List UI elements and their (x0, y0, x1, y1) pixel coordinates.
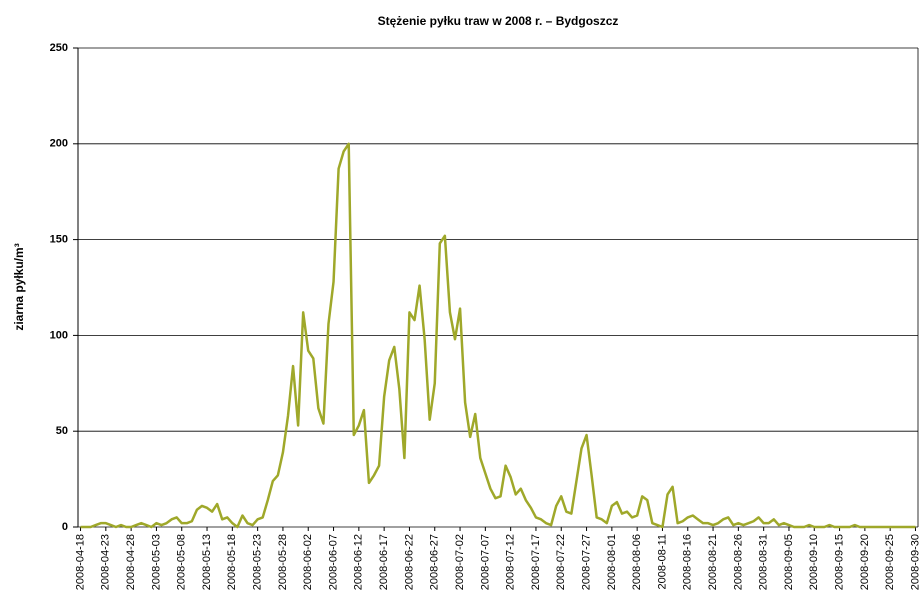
x-tick-label: 2008-07-12 (505, 534, 517, 590)
x-tick-label: 2008-06-02 (302, 534, 314, 590)
x-tick-label: 2008-05-28 (277, 534, 289, 590)
x-tick-label: 2008-07-02 (454, 534, 466, 590)
x-tick-label: 2008-08-26 (732, 534, 744, 590)
y-tick-label: 250 (50, 42, 68, 54)
y-tick-label: 150 (50, 234, 68, 246)
x-tick-label: 2008-07-17 (530, 534, 542, 590)
x-tick-label: 2008-09-15 (833, 534, 845, 590)
x-tick-label: 2008-08-21 (707, 534, 719, 590)
x-tick-label: 2008-06-17 (378, 534, 390, 590)
x-tick-label: 2008-07-22 (555, 534, 567, 590)
x-tick-label: 2008-09-10 (808, 534, 820, 590)
y-tick-label: 50 (56, 425, 68, 437)
x-tick-label: 2008-04-28 (125, 534, 137, 590)
x-tick-label: 2008-09-05 (783, 534, 795, 590)
data-line (80, 142, 916, 529)
y-tick-label: 100 (50, 329, 68, 341)
x-tick-label: 2008-09-25 (884, 534, 896, 590)
x-tick-label: 2008-09-30 (909, 534, 921, 590)
x-tick-label: 2008-06-07 (327, 534, 339, 590)
y-tick-label: 200 (50, 138, 68, 150)
x-tick-label: 2008-08-06 (631, 534, 643, 590)
x-tick-label: 2008-08-01 (606, 534, 618, 590)
x-tick-label: 2008-05-23 (252, 534, 264, 590)
x-tick-label: 2008-07-07 (479, 534, 491, 590)
x-tick-label: 2008-05-08 (176, 534, 188, 590)
y-tick-label: 0 (62, 521, 68, 533)
y-axis-label: ziarna pyłku/m³ (12, 243, 26, 330)
x-tick-label: 2008-06-12 (353, 534, 365, 590)
x-tick-label: 2008-06-22 (403, 534, 415, 590)
x-tick-label: 2008-04-23 (100, 534, 112, 590)
x-tick-label: 2008-05-13 (201, 534, 213, 590)
x-tick-label: 2008-05-03 (150, 534, 162, 590)
chart-title: Stężenie pyłku traw w 2008 r. – Bydgoszc… (378, 14, 619, 28)
x-tick-label: 2008-07-27 (580, 534, 592, 590)
x-tick-label: 2008-05-18 (226, 534, 238, 590)
x-tick-label: 2008-04-18 (74, 534, 86, 590)
x-tick-label: 2008-08-16 (682, 534, 694, 590)
x-tick-label: 2008-08-31 (758, 534, 770, 590)
x-tick-label: 2008-08-11 (656, 534, 668, 589)
x-tick-label: 2008-09-20 (859, 534, 871, 590)
x-tick-label: 2008-06-27 (429, 534, 441, 590)
